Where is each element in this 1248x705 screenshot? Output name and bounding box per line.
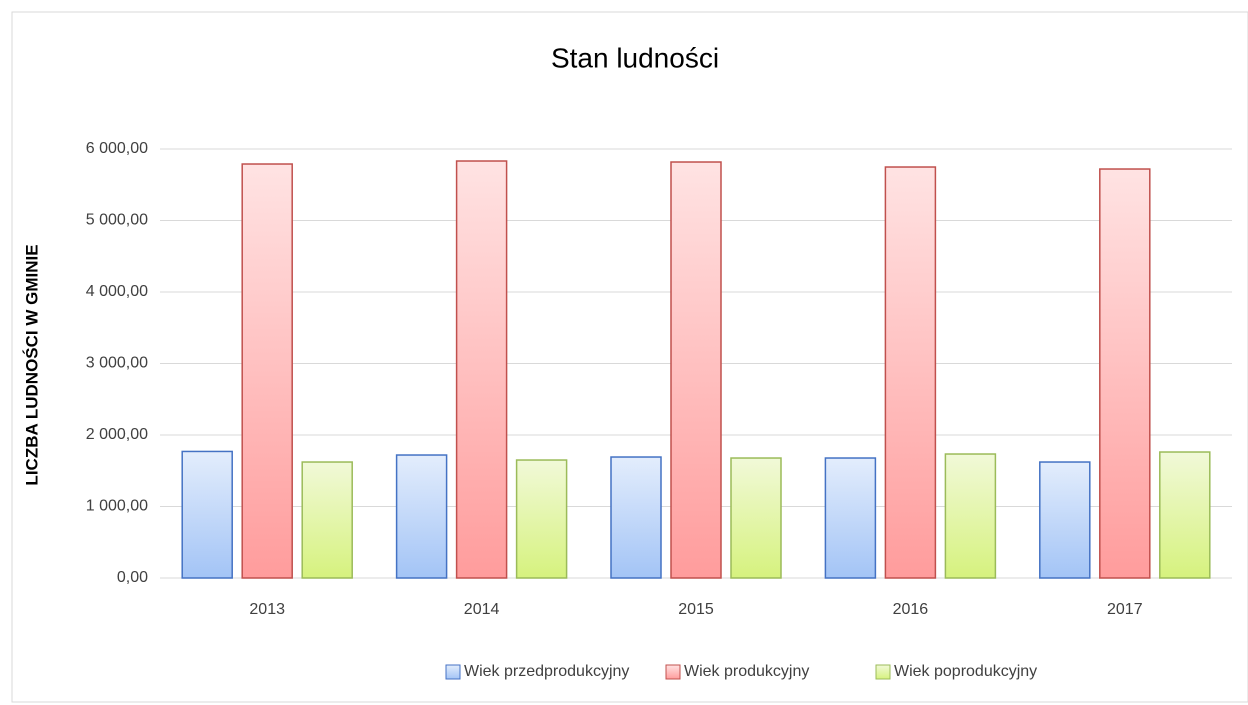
bar [730, 457, 782, 579]
chart-title: Stan ludności [551, 42, 719, 73]
bar [301, 461, 353, 579]
y-tick-label: 1 000,00 [86, 498, 148, 515]
legend-swatch [445, 664, 461, 680]
chart-border [11, 11, 1248, 703]
bar [1039, 461, 1091, 579]
bar [944, 453, 997, 579]
legend-swatch [665, 664, 681, 680]
legend-label: Wiek produkcyjny [684, 663, 809, 680]
x-tick-label: 2016 [893, 601, 929, 618]
bar [884, 166, 937, 579]
y-tick-label: 5 000,00 [86, 212, 148, 229]
x-tick-label: 2014 [464, 601, 500, 618]
bar [1099, 168, 1151, 579]
bar [670, 161, 722, 579]
bar [455, 160, 508, 579]
y-tick-label: 4 000,00 [86, 283, 148, 300]
bar [395, 454, 448, 579]
y-tick-label: 2 000,00 [86, 426, 148, 443]
x-tick-label: 2015 [678, 601, 714, 618]
bar [1159, 451, 1211, 579]
y-tick-label: 6 000,00 [86, 140, 148, 157]
bar [181, 450, 233, 579]
y-tick-label: 3 000,00 [86, 355, 148, 372]
x-tick-label: 2013 [249, 601, 285, 618]
bar [610, 456, 662, 579]
x-tick-label: 2017 [1107, 601, 1143, 618]
legend-label: Wiek poprodukcyjny [894, 663, 1037, 680]
legend-label: Wiek przedprodukcyjny [464, 663, 629, 680]
bar [824, 457, 877, 579]
y-axis-title: LICZBA LUDNOŚCI W GMINIE [22, 244, 41, 485]
bar [515, 459, 568, 579]
y-tick-label: 0,00 [117, 569, 148, 586]
bar [241, 163, 293, 579]
legend-swatch [875, 664, 891, 680]
